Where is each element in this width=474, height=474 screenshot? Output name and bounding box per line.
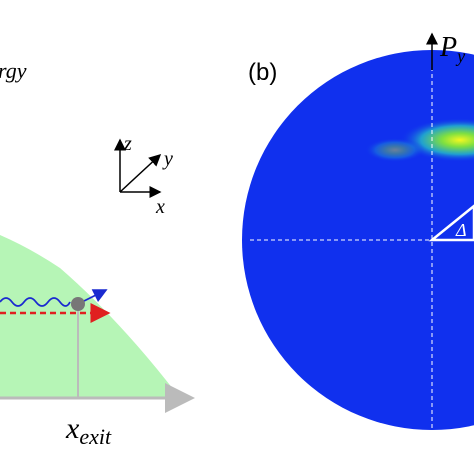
- potential-region: [0, 235, 180, 398]
- hotspot: [400, 118, 474, 162]
- exit-label: xexit: [65, 412, 112, 449]
- py-main: P: [439, 32, 457, 63]
- exit-sub: exit: [79, 424, 112, 449]
- triangle-label: Δ: [455, 220, 467, 240]
- hotspot-faint: [365, 138, 425, 162]
- panel-label: (b): [248, 59, 277, 86]
- blue-arrow: [81, 289, 108, 303]
- particle: [71, 297, 85, 311]
- py-sub: y: [455, 46, 465, 66]
- wave: [0, 297, 71, 307]
- axis-x: x: [155, 196, 165, 218]
- axis-y: y: [162, 148, 173, 170]
- axis-z: z: [123, 133, 132, 155]
- triangle: [428, 204, 474, 242]
- py-label: Py: [439, 32, 465, 66]
- axes-icon: [114, 138, 162, 198]
- energy-label: rgy: [0, 58, 27, 83]
- exit-main: x: [65, 412, 80, 445]
